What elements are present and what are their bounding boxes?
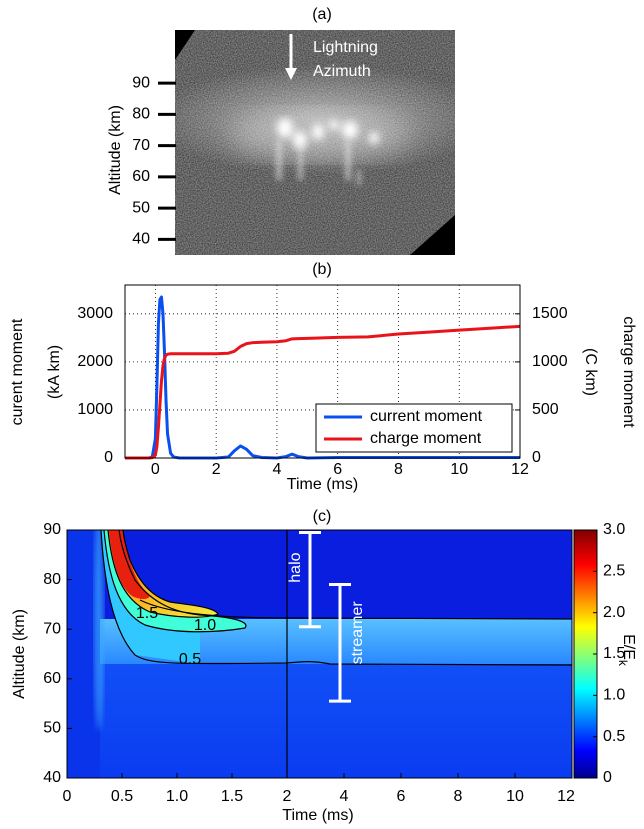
colorbar-tick-label: 0: [603, 769, 612, 786]
colorbar-tick-label: 1.0: [603, 687, 625, 704]
y-tick-label: 40: [132, 231, 150, 248]
x-tick-label: 10: [450, 461, 468, 478]
colorbar-label: E/Ek: [616, 634, 637, 667]
contour-label: 1.5: [136, 605, 158, 622]
colorbar-label-main: E/E: [620, 634, 637, 660]
x-tick-label: 6: [333, 461, 342, 478]
x-axis-label: Time (ms): [282, 807, 353, 824]
range-label: halo: [287, 552, 304, 582]
y-tick-label: 1000: [77, 401, 113, 418]
range-label: streamer: [349, 601, 366, 665]
plot-frame: [66, 529, 573, 779]
contour-label: 1.0: [194, 617, 216, 634]
panel-title: (b): [312, 261, 332, 278]
x-tick-label: 8: [454, 788, 463, 805]
y2-tick-label: 1500: [532, 305, 568, 322]
plot-frame: [124, 284, 521, 459]
y2-axis-label: charge moment: [620, 316, 637, 428]
colorbar-label-sub: k: [616, 660, 630, 667]
y-tick-label: 80: [132, 106, 150, 123]
colorbar-tick-label: 3.0: [603, 521, 625, 538]
legend-label: current moment: [370, 408, 483, 425]
panel-title: (a): [312, 6, 332, 23]
x-tick-label: 12: [557, 788, 575, 805]
y2-tick-label: 1000: [532, 353, 568, 370]
y2-axis-label: (C km): [582, 348, 599, 396]
y-tick-label: 70: [43, 620, 61, 637]
y-tick-label: 2000: [77, 353, 113, 370]
arrow-head: [285, 68, 297, 80]
x-tick-label: 1.5: [221, 788, 243, 805]
y-tick-label: 0: [104, 449, 113, 466]
y2-tick-label: 0: [532, 449, 541, 466]
colorbar-tick-label: 1.5: [603, 645, 625, 662]
x-tick-label: 1.0: [166, 788, 188, 805]
y-tick-label: 80: [43, 571, 61, 588]
y-tick-label: 50: [132, 199, 150, 216]
colorbar-tick-label: 2.0: [603, 604, 625, 621]
y-tick-label: 60: [132, 168, 150, 185]
legend-label: charge moment: [370, 430, 482, 447]
contour-line: [103, 529, 247, 633]
contour-label: 0.5: [179, 651, 201, 668]
colorbar-tick-label: 2.5: [603, 563, 625, 580]
x-tick-label: 8: [394, 461, 403, 478]
x-tick-label: 2: [283, 788, 292, 805]
series-line: [125, 324, 521, 460]
y-tick-label: 50: [43, 720, 61, 737]
x-tick-label: 0: [151, 461, 160, 478]
x-tick-label: 4: [340, 788, 349, 805]
range-bar: [329, 583, 351, 703]
annotation: Lightning: [313, 39, 378, 56]
legend-box: [315, 403, 513, 453]
x-axis-label: Time (ms): [287, 476, 358, 493]
x-tick-label: 4: [272, 461, 281, 478]
y2-tick-label: 500: [532, 401, 559, 418]
field-image: [67, 530, 572, 778]
sprite-image: [175, 30, 455, 255]
y-tick-label: 40: [43, 769, 61, 786]
contour-line: [107, 529, 219, 618]
x-tick-label: 0: [63, 788, 72, 805]
colorbar-tick-label: 0.5: [603, 728, 625, 745]
y-axis-label: Altitude (km): [11, 609, 28, 699]
x-tick-label: 10: [506, 788, 524, 805]
y-tick-label: 60: [43, 670, 61, 687]
annotation: Azimuth: [313, 63, 371, 80]
y-axis-label: (kA km): [46, 345, 63, 399]
y-tick-label: 70: [132, 137, 150, 154]
x-tick-label: 6: [397, 788, 406, 805]
y-tick-label: 90: [132, 74, 150, 91]
y-tick-label: 3000: [77, 305, 113, 322]
panel-title: (c): [313, 508, 332, 525]
y-axis-label: curent moment: [9, 318, 26, 425]
x-tick-label: 12: [511, 461, 529, 478]
range-bar: [299, 530, 321, 629]
y-tick-label: 90: [43, 521, 61, 538]
x-tick-label: 2: [212, 461, 221, 478]
x-tick-label: 0.5: [111, 788, 133, 805]
y-axis-label: Altitude (km): [107, 105, 124, 195]
